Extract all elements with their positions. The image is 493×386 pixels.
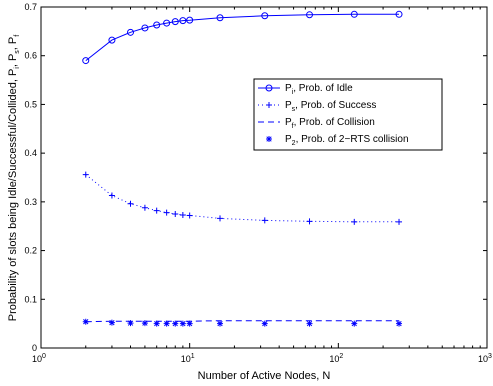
data-point [179, 212, 186, 219]
y-tick-label: 0.1 [24, 294, 37, 304]
data-point [217, 215, 224, 222]
data-point [108, 36, 116, 44]
series-layer [82, 10, 403, 327]
data-point [163, 209, 170, 216]
data-point [172, 320, 179, 327]
data-point [261, 12, 269, 20]
data-point [351, 320, 358, 327]
data-point [179, 320, 186, 327]
data-point [396, 218, 403, 225]
data-point [216, 14, 224, 22]
x-tick-label: 101 [181, 353, 195, 364]
data-point [186, 212, 193, 219]
data-point [153, 21, 161, 29]
y-tick-label: 0.7 [24, 2, 37, 12]
x-axis-label: Number of Active Nodes, N [198, 370, 331, 382]
y-tick-label: 0.4 [24, 148, 37, 158]
data-point [261, 217, 268, 224]
data-point [172, 211, 179, 218]
legend-box [253, 78, 443, 151]
data-point [82, 318, 89, 325]
data-point [351, 218, 358, 225]
legend-item: P2, Prob. of 2−RTS collision [266, 134, 409, 147]
data-point [396, 320, 403, 327]
data-point [163, 320, 170, 327]
x-tick-label: 103 [478, 353, 492, 364]
legend-label: Pi, Prob. of Idle [285, 83, 353, 96]
legend-label: Pf, Prob. of Collision [285, 117, 375, 130]
y-axis-ticks: 0 0.1 0.2 0.3 0.4 0.5 0.6 0.7 [24, 2, 487, 353]
y-tick-label: 0 [32, 343, 37, 353]
data-point [127, 320, 134, 327]
x-axis-ticks: 100 101 102 103 [32, 7, 492, 364]
y-axis-label: Probability of slots being Idle/Successf… [7, 35, 21, 322]
y-tick-label: 0.5 [24, 99, 37, 109]
data-point [82, 57, 90, 65]
data-point [306, 320, 313, 327]
data-point [153, 207, 160, 214]
data-point [127, 28, 135, 36]
data-point [306, 11, 314, 19]
data-point [395, 10, 403, 18]
plot-area [40, 6, 488, 349]
legend-item: Pf, Prob. of Collision [258, 117, 375, 130]
data-point [127, 200, 134, 207]
x-tick-label: 100 [32, 353, 46, 364]
legend-label: P2, Prob. of 2−RTS collision [285, 134, 409, 147]
series-s [82, 171, 403, 225]
data-point [141, 204, 148, 211]
legend: Pi, Prob. of Idle Ps, Prob. of Success Pf,… [253, 78, 443, 151]
series-i [82, 10, 403, 65]
y-tick-label: 0.3 [24, 197, 37, 207]
legend-label: Ps, Prob. of Success [285, 100, 376, 113]
data-point [141, 320, 148, 327]
series-line [85, 320, 399, 323]
data-point [141, 24, 149, 32]
data-point [153, 320, 160, 327]
legend-marker [266, 102, 272, 108]
legend-item: Ps, Prob. of Success [258, 100, 376, 113]
data-point [82, 171, 89, 178]
data-point [186, 320, 193, 327]
series-line [85, 13, 399, 61]
legend-marker [266, 136, 272, 142]
data-point [186, 16, 194, 24]
data-point [261, 320, 268, 327]
y-tick-label: 0.6 [24, 51, 37, 61]
data-point [163, 19, 171, 27]
series-2 [82, 318, 403, 327]
data-point [108, 319, 115, 326]
data-point [350, 10, 358, 18]
data-point [306, 218, 313, 225]
data-point [108, 192, 115, 199]
data-point [171, 18, 179, 26]
x-tick-label: 102 [329, 353, 343, 364]
y-tick-label: 0.2 [24, 246, 37, 256]
legend-item: Pi, Prob. of Idle [258, 83, 353, 96]
series-f [85, 320, 399, 323]
series-line [85, 174, 399, 223]
legend-marker [265, 84, 273, 92]
data-point [217, 320, 224, 327]
data-point [179, 17, 187, 25]
